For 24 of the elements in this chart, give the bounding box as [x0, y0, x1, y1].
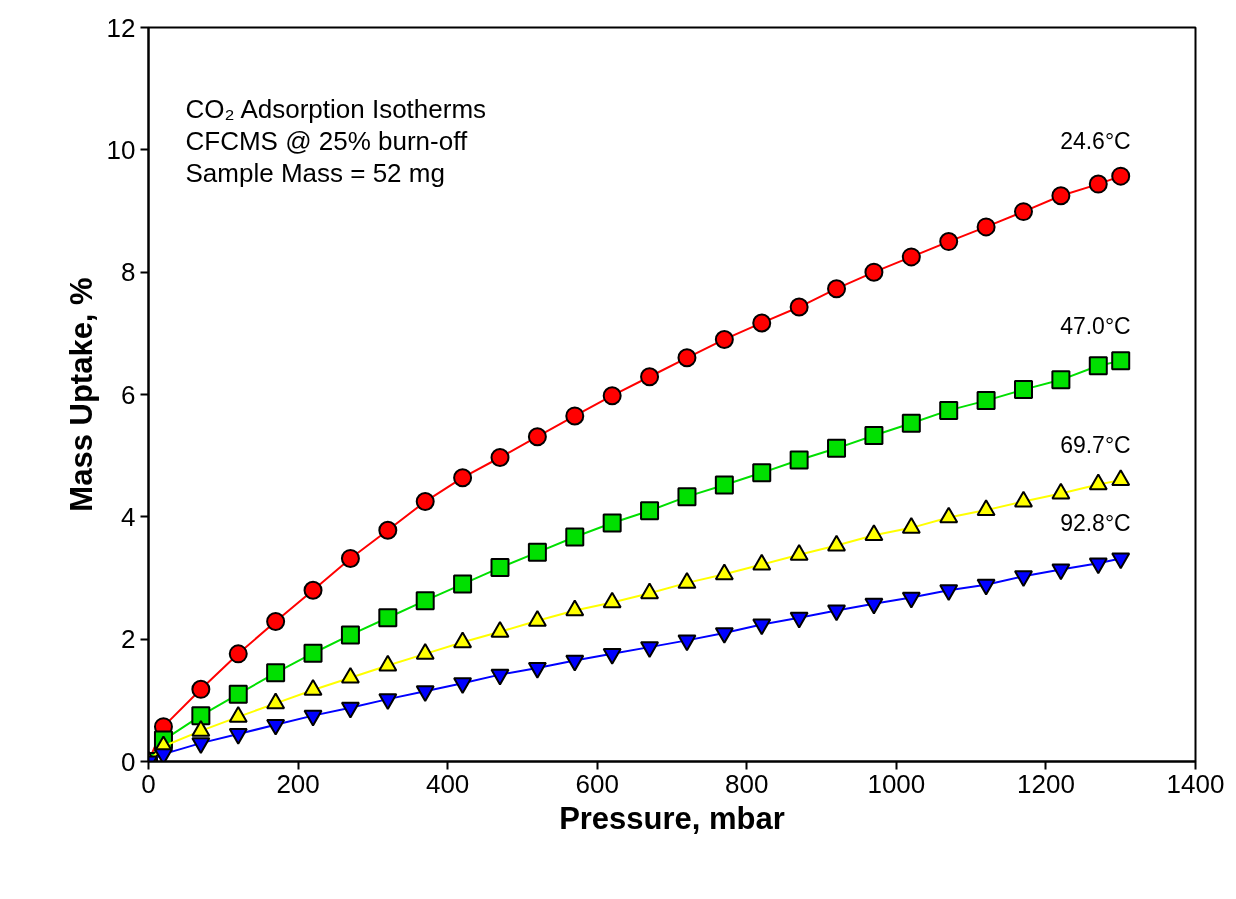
x-tick-label: 400 [425, 768, 470, 799]
y-tick-label: 0 [121, 746, 136, 777]
y-tick-label: 2 [121, 624, 136, 655]
y-tick-label: 4 [121, 501, 136, 532]
series-label: 69.7°C [1060, 432, 1131, 459]
annotation: Sample Mass = 52 mg [185, 157, 445, 188]
y-tick-label: 10 [106, 134, 136, 165]
series-label: 24.6°C [1060, 128, 1131, 155]
x-axis-title: Pressure, mbar [559, 800, 785, 836]
x-tick-label: 1200 [1017, 768, 1075, 799]
x-tick-label: 800 [725, 768, 769, 799]
y-tick-label: 12 [106, 12, 136, 43]
x-tick-label: 200 [276, 768, 320, 799]
series-label: 92.8°C [1060, 510, 1131, 537]
x-tick-label: 1000 [867, 768, 926, 799]
y-tick-label: 6 [121, 379, 136, 410]
annotation: CFCMS @ 25% burn-off [185, 125, 468, 156]
x-tick-label: 1400 [1166, 768, 1225, 799]
x-tick-label: 0 [141, 768, 156, 799]
y-axis-title: Mass Uptake, % [63, 277, 99, 512]
series-label: 47.0°C [1060, 312, 1131, 339]
x-tick-label: 600 [575, 768, 619, 799]
annotation: CO₂ Adsorption Isotherms [185, 93, 487, 124]
y-tick-label: 8 [121, 257, 136, 288]
